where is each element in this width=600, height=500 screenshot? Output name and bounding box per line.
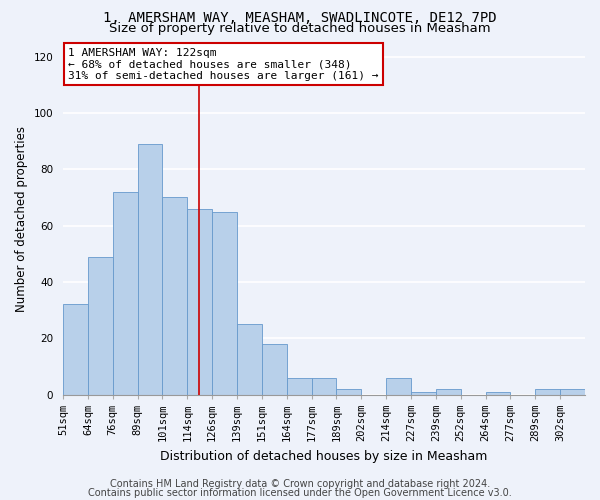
Bar	[411, 392, 436, 394]
Text: 1, AMERSHAM WAY, MEASHAM, SWADLINCOTE, DE12 7PD: 1, AMERSHAM WAY, MEASHAM, SWADLINCOTE, D…	[103, 11, 497, 25]
Bar	[535, 389, 560, 394]
Bar	[311, 378, 337, 394]
Bar	[237, 324, 262, 394]
Bar	[436, 389, 461, 394]
Bar	[287, 378, 311, 394]
Text: 1 AMERSHAM WAY: 122sqm
← 68% of detached houses are smaller (348)
31% of semi-de: 1 AMERSHAM WAY: 122sqm ← 68% of detached…	[68, 48, 379, 81]
Bar	[485, 392, 511, 394]
Bar	[113, 192, 137, 394]
Bar	[386, 378, 411, 394]
Bar	[262, 344, 287, 395]
Bar	[187, 208, 212, 394]
Y-axis label: Number of detached properties: Number of detached properties	[15, 126, 28, 312]
Bar	[137, 144, 163, 395]
Bar	[337, 389, 361, 394]
Bar	[560, 389, 585, 394]
X-axis label: Distribution of detached houses by size in Measham: Distribution of detached houses by size …	[160, 450, 488, 462]
Text: Size of property relative to detached houses in Measham: Size of property relative to detached ho…	[109, 22, 491, 35]
Text: Contains HM Land Registry data © Crown copyright and database right 2024.: Contains HM Land Registry data © Crown c…	[110, 479, 490, 489]
Text: Contains public sector information licensed under the Open Government Licence v3: Contains public sector information licen…	[88, 488, 512, 498]
Bar	[88, 256, 113, 394]
Bar	[163, 198, 187, 394]
Bar	[212, 212, 237, 394]
Bar	[63, 304, 88, 394]
